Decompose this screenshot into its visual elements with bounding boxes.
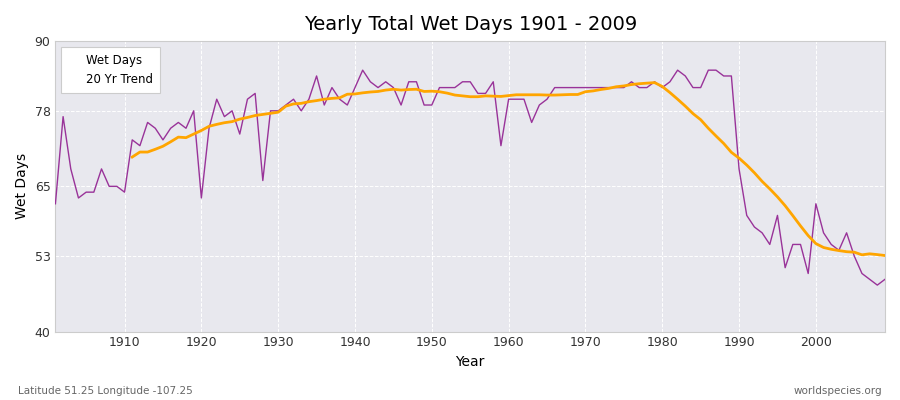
20 Yr Trend	[503, 93, 514, 98]
Title: Yearly Total Wet Days 1901 - 2009: Yearly Total Wet Days 1901 - 2009	[303, 15, 637, 34]
Wet Days	[872, 283, 883, 288]
20 Yr Trend	[526, 92, 537, 97]
Legend: Wet Days, 20 Yr Trend: Wet Days, 20 Yr Trend	[61, 47, 160, 93]
Line: 20 Yr Trend: 20 Yr Trend	[132, 83, 885, 256]
Wet Days	[879, 277, 890, 282]
Wet Days	[603, 85, 614, 90]
Y-axis label: Wet Days: Wet Days	[15, 153, 29, 220]
20 Yr Trend	[879, 253, 890, 258]
Wet Days	[357, 68, 368, 72]
Wet Days	[281, 103, 292, 108]
20 Yr Trend	[303, 99, 314, 104]
20 Yr Trend	[357, 90, 368, 95]
20 Yr Trend	[649, 80, 660, 85]
Wet Days	[327, 85, 338, 90]
20 Yr Trend	[327, 96, 338, 101]
Text: Latitude 51.25 Longitude -107.25: Latitude 51.25 Longitude -107.25	[18, 386, 193, 396]
Wet Days	[112, 184, 122, 189]
Wet Days	[503, 97, 514, 102]
Text: worldspecies.org: worldspecies.org	[794, 386, 882, 396]
Wet Days	[511, 97, 522, 102]
20 Yr Trend	[127, 155, 138, 160]
Line: Wet Days: Wet Days	[56, 70, 885, 285]
X-axis label: Year: Year	[455, 355, 485, 369]
20 Yr Trend	[726, 150, 737, 155]
Wet Days	[50, 201, 61, 206]
